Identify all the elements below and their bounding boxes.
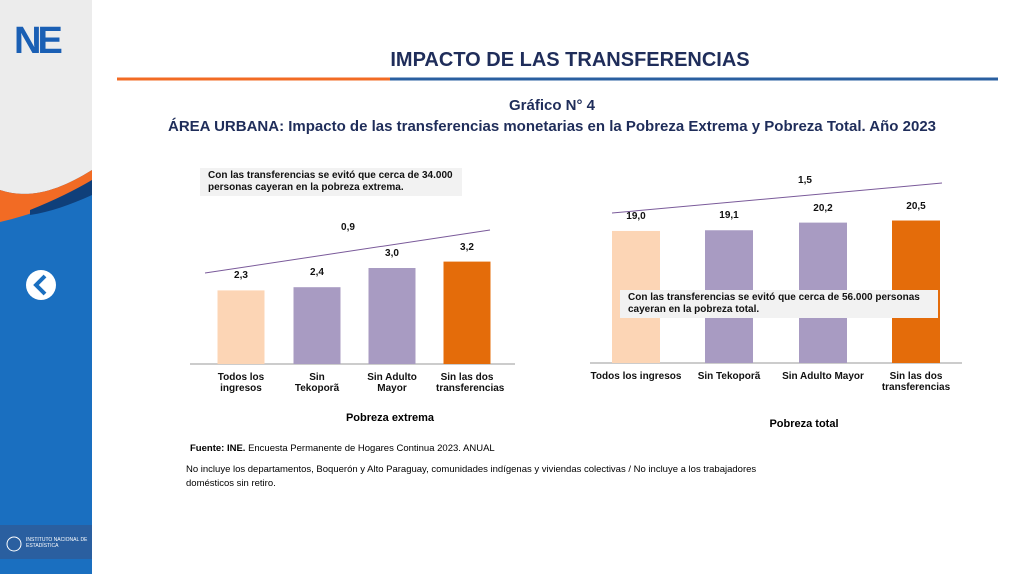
- source-line: Fuente: INE. Encuesta Permanente de Hoga…: [190, 443, 495, 454]
- x-tick-label: Sin Tekoporã: [294, 372, 340, 394]
- value-label: 2,4: [310, 267, 324, 279]
- bar: [293, 287, 341, 364]
- value-label: 19,0: [626, 210, 646, 222]
- note: No incluye los departamentos, Boquerón y…: [186, 464, 757, 489]
- seal: [6, 536, 22, 552]
- chart-number: Gráfico N° 4: [508, 97, 596, 114]
- bar: [368, 268, 416, 364]
- annotation: Con las transferencias se evitó que cerc…: [200, 168, 462, 196]
- x-tick-label: Sin Tekoporã: [697, 371, 761, 382]
- source-label: Fuente: INE.: [190, 443, 246, 454]
- institution: INSTITUTO NACIONAL DE ESTADÍSTICA: [26, 537, 88, 549]
- source: Encuesta Permanente de Hogares Continua …: [248, 443, 495, 454]
- chart-title: Pobreza extrema: [345, 412, 435, 424]
- sidebar-wave: [0, 170, 92, 222]
- value-label: 3,2: [460, 241, 474, 253]
- value-label: 2,3: [234, 270, 248, 282]
- value-label: 3,0: [385, 248, 399, 259]
- back-button[interactable]: [26, 270, 56, 300]
- trend-line: [611, 182, 943, 214]
- x-tick-label: Sin las dos transferencias: [881, 371, 951, 393]
- back-arrow: [33, 274, 47, 296]
- x-tick-label: Todos los ingresos: [217, 372, 265, 394]
- slide-title: IMPACTO DE LAS TRANSFERENCIAS: [390, 49, 750, 71]
- logo: NE: [14, 20, 63, 62]
- bar: [443, 261, 491, 364]
- bar: [217, 290, 265, 364]
- annotation: Con las transferencias se evitó que cerc…: [620, 290, 938, 318]
- x-tick-label: Sin Adulto Mayor: [367, 372, 417, 394]
- trend-label: 1,5: [798, 175, 812, 186]
- trend-label: 0,9: [341, 222, 355, 233]
- value-label: 20,2: [813, 202, 833, 214]
- institution-band: [0, 525, 92, 559]
- x-tick-label: Todos los ingresos: [590, 371, 682, 382]
- chart-title: Pobreza total: [769, 418, 839, 430]
- x-tick-label: Sin Adulto Mayor: [782, 371, 864, 382]
- value-label: 20,5: [906, 200, 926, 212]
- value-label: 19,1: [719, 210, 739, 222]
- trend-line: [204, 229, 491, 274]
- subtitle: ÁREA URBANA: Impacto de las transferenci…: [167, 118, 937, 135]
- sidebar-wave-dark: [30, 180, 92, 215]
- x-tick-label: Sin las dos transferencias: [436, 372, 505, 394]
- sidebar-top: [0, 0, 92, 194]
